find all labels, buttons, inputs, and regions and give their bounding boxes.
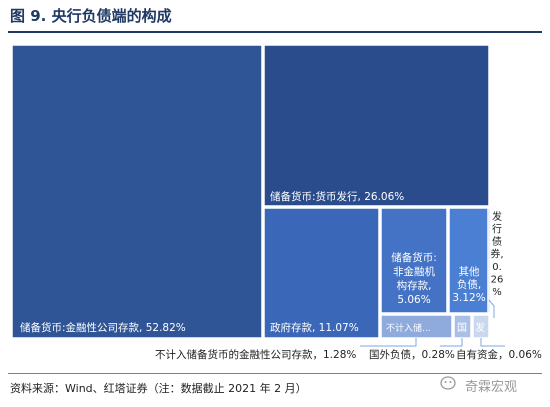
- treemap-cell-2: [263, 44, 490, 207]
- treemap-cell-3: [263, 207, 380, 339]
- cell-label-financial-deposits: 储备货币:金融性公司存款, 52.82%: [20, 321, 186, 334]
- cell-label-nonreserve-deposits: 不计入储...: [386, 322, 431, 334]
- source-note: 资料来源：Wind、红塔证券（注：数据截止 2021 年 2 月）: [10, 382, 307, 395]
- cell-label-bond-issuance: %: [492, 287, 502, 298]
- cell-label-other-liabilities: 负债,: [457, 278, 481, 291]
- footer-divider: [8, 373, 542, 374]
- cell-label-currency-issue: 储备货币:货币发行, 26.06%: [270, 190, 404, 203]
- title-divider: [8, 31, 542, 33]
- cell-label-bond-issuance: 26: [491, 275, 504, 286]
- cell-label-bond-issuance: 债: [492, 235, 502, 248]
- treemap-cell-8: [487, 207, 491, 314]
- callout-nonreserve-deposits: 不计入储备货币的金融性公司存款，1.28%: [155, 348, 356, 361]
- cell-label-other-liabilities: 其他: [459, 265, 480, 278]
- cell-label-bond-issuance: 0.: [492, 262, 502, 273]
- cell-label-foreign-liabilities: 国: [457, 322, 467, 334]
- cell-label-nonfinancial-deposits: 构存款,: [397, 279, 432, 292]
- treemap-cell-5: [448, 207, 490, 314]
- leader-line: [360, 338, 417, 347]
- leader-line: [480, 338, 505, 347]
- cell-label-nonfinancial-deposits: 非金融机: [393, 265, 435, 278]
- cell-label-other-liabilities: 3.12%: [452, 292, 485, 304]
- leader-line: [488, 299, 495, 318]
- cell-label-bond-issuance: 行: [492, 223, 502, 236]
- cell-label-government-deposits: 政府存款, 11.07%: [270, 321, 359, 334]
- cell-label-nonfinancial-deposits: 储备货币:: [391, 251, 437, 264]
- treemap-cell-1: [11, 44, 263, 339]
- cell-label-bond-issuance: 券,: [490, 248, 503, 261]
- wechat-icon: [440, 376, 456, 390]
- callout-foreign-liabilities: 国外负债，0.28%: [369, 348, 455, 361]
- watermark: 奇霖宏观: [465, 380, 518, 395]
- treemap-cell-4: [380, 207, 448, 314]
- cell-label-bond-issuance: 发: [492, 210, 502, 223]
- chart-title: 图 9. 央行负债端的构成: [10, 7, 172, 25]
- callout-own-funds: 自有资金，0.06%: [456, 348, 542, 361]
- cell-label-own-funds: 发: [475, 321, 485, 334]
- cell-label-nonfinancial-deposits: 5.06%: [397, 294, 430, 306]
- leader-line: [440, 338, 463, 347]
